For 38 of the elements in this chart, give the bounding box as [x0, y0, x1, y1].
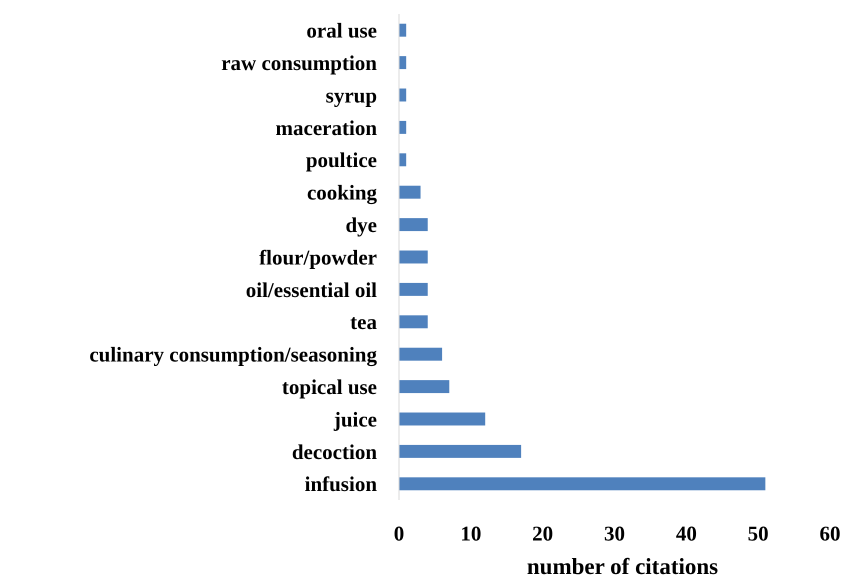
y-tick-label: culinary consumption/seasoning [89, 342, 378, 367]
bar [399, 88, 406, 102]
x-axis-title: number of citations [526, 554, 718, 580]
x-tick-label: 60 [820, 521, 840, 546]
bar [399, 348, 442, 361]
bar [399, 477, 766, 490]
y-tick-label: cooking [306, 180, 378, 205]
bar [399, 24, 406, 37]
bar [399, 56, 406, 70]
y-tick-label: maceration [276, 116, 378, 140]
y-tick-label: syrup [326, 83, 377, 108]
x-tick-label: 20 [532, 521, 554, 546]
y-tick-label: oral use [306, 18, 377, 43]
bar [399, 412, 486, 426]
y-tick-label: tea [350, 310, 378, 334]
x-tick-label: 50 [748, 521, 769, 546]
bar [399, 218, 428, 232]
bar [399, 186, 421, 199]
bar [399, 120, 406, 134]
x-tick-label: 10 [460, 521, 482, 546]
bar [399, 282, 428, 296]
bar [399, 380, 450, 394]
x-tick-label: 0 [394, 521, 404, 546]
y-tick-label: raw consumption [221, 50, 378, 75]
y-tick-label: oil/essential oil [246, 278, 378, 302]
y-tick-label: decoction [292, 440, 378, 464]
x-tick-label: 30 [604, 521, 625, 546]
bar [399, 153, 406, 166]
y-tick-label: dye [346, 212, 377, 237]
bar [399, 250, 428, 264]
y-tick-label: infusion [304, 472, 378, 496]
bar [399, 315, 428, 328]
x-tick-label: 40 [676, 521, 697, 546]
y-tick-label: flour/powder [259, 245, 377, 270]
y-tick-label: juice [332, 407, 377, 432]
y-tick-label: poultice [306, 148, 377, 172]
y-tick-label: topical use [282, 374, 377, 399]
bar [399, 444, 522, 458]
